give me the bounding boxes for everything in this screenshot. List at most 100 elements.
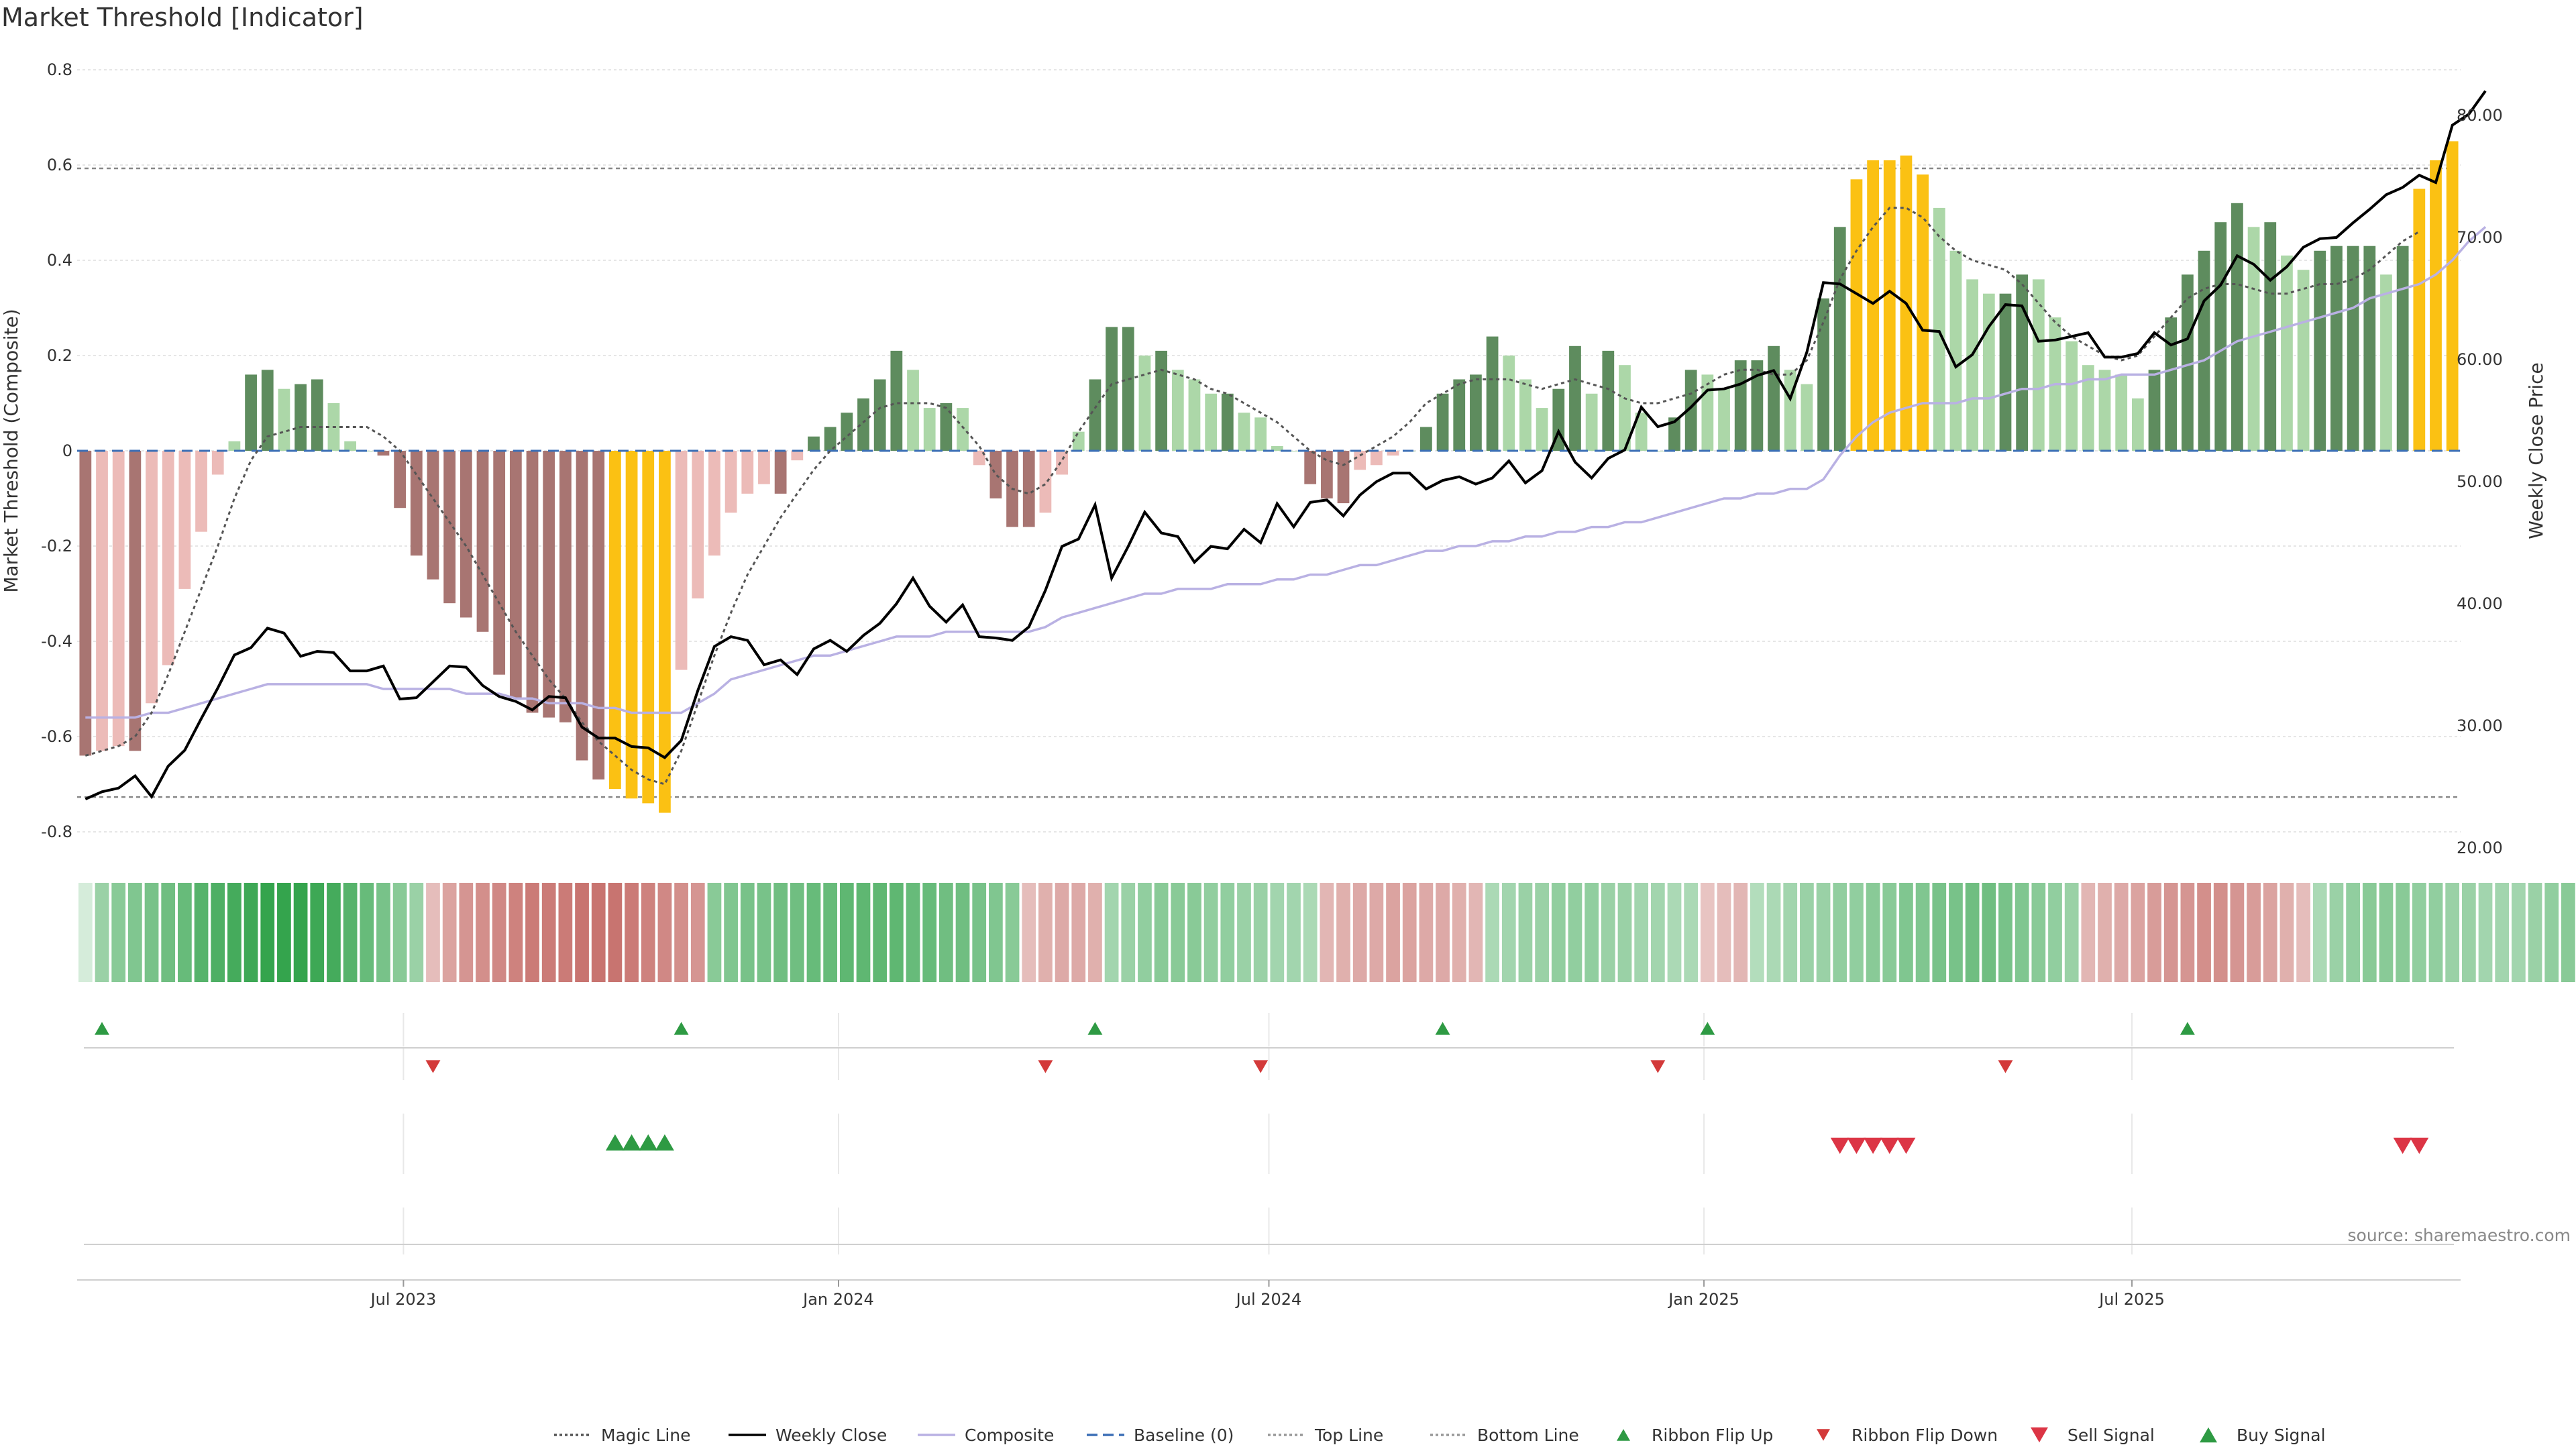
ribbon-cell	[525, 883, 539, 982]
legend-swatch	[1617, 1429, 1630, 1441]
histogram-bar	[543, 451, 555, 718]
histogram-bar	[1817, 298, 1829, 451]
histogram-bar	[957, 408, 969, 451]
legend-label: Ribbon Flip Down	[1851, 1426, 1998, 1445]
right-tick-label: 80.00	[2457, 106, 2503, 125]
ribbon-cell	[376, 883, 390, 982]
left-tick-label: -0.4	[41, 632, 72, 651]
legend-item: Composite	[918, 1426, 1054, 1445]
histogram-bar	[774, 451, 787, 494]
x-tick-label: Jul 2024	[1235, 1290, 1302, 1309]
legend-label: Top Line	[1314, 1426, 1383, 1445]
histogram-bar	[1453, 379, 1466, 451]
ribbon-cell	[1833, 883, 1847, 982]
ribbon-cell	[211, 883, 225, 982]
ribbon-cell	[1568, 883, 1582, 982]
histogram-bar	[1833, 227, 1846, 451]
ribbon-cell	[1617, 883, 1632, 982]
ribbon-cell	[1932, 883, 1947, 982]
ribbon-flip-up-marker	[1087, 1022, 1103, 1035]
ribbon-cell	[575, 883, 589, 982]
ribbon-strip	[78, 883, 2575, 982]
ribbon-cell	[161, 883, 176, 982]
sell-signal-marker	[1864, 1137, 1883, 1155]
legend-label: Baseline (0)	[1134, 1426, 1234, 1445]
ribbon-cell	[260, 883, 275, 982]
histogram-bar	[1917, 174, 1929, 451]
ribbon-cell	[1882, 883, 1897, 982]
histogram-bar	[1850, 179, 1863, 451]
ribbon-cell	[1601, 883, 1615, 982]
ribbon-cell	[293, 883, 308, 982]
ribbon-flip-down-marker	[1253, 1060, 1269, 1073]
ribbon-cell	[2362, 883, 2377, 982]
ribbon-cell	[1352, 883, 1367, 982]
sell-signal-marker	[1880, 1137, 1899, 1155]
right-tick-label: 50.00	[2457, 472, 2503, 491]
ribbon-cell	[1866, 883, 1880, 982]
histogram-bar	[195, 451, 207, 532]
legend-item: Sell Signal	[2031, 1426, 2155, 1445]
ribbon-cell	[1287, 883, 1301, 982]
ribbon-flip-up-marker	[1435, 1022, 1450, 1035]
histogram-bar	[162, 451, 174, 665]
ribbon-cell	[1436, 883, 1450, 982]
histogram-bar	[2065, 341, 2078, 451]
ribbon-cell	[740, 883, 755, 982]
ribbon-flip-up-marker	[95, 1022, 110, 1035]
histogram-bar	[1635, 413, 1648, 451]
histogram-bar	[1470, 374, 1482, 451]
histogram-bar	[1354, 451, 1366, 470]
histogram-bar	[443, 451, 456, 604]
ribbon-cell	[426, 883, 440, 982]
histogram-bar	[791, 451, 804, 461]
histogram-bar	[146, 451, 158, 704]
ribbon-cell	[127, 883, 142, 982]
y-axis-label-left: Market Threshold (Composite)	[0, 309, 22, 592]
ribbon-flip-up-marker	[2180, 1022, 2195, 1035]
sell-signal-marker	[1896, 1137, 1916, 1155]
ribbon-cell	[1121, 883, 1136, 982]
ribbon-cell	[707, 883, 722, 982]
histogram-bar	[1138, 356, 1151, 451]
buy-signal-marker	[655, 1134, 674, 1151]
ribbon-cell	[95, 883, 109, 982]
ribbon-cell	[1816, 883, 1831, 982]
histogram-bar	[2214, 222, 2227, 451]
x-tick-label: Jul 2025	[2098, 1290, 2165, 1309]
legend-label: Weekly Close	[775, 1426, 887, 1445]
histogram-bar	[1254, 417, 1267, 451]
histogram-bar	[311, 379, 323, 451]
legend-label: Sell Signal	[2068, 1426, 2155, 1445]
histogram-bar	[576, 451, 588, 761]
ribbon-cell	[1667, 883, 1682, 982]
ribbon-cell	[2346, 883, 2360, 982]
histogram-bar	[1436, 393, 1449, 451]
ribbon-cell	[641, 883, 655, 982]
ribbon-cell	[2396, 883, 2410, 982]
legend-label: Magic Line	[601, 1426, 691, 1445]
ribbon-cell	[2296, 883, 2310, 982]
source-credit: source: sharemaestro.com	[2348, 1226, 2571, 1245]
axes: 0.8 0.6 0.4 0.2 0 -0.2 -0.4 -0.6 -0.8 20.00 30.00 4…	[0, 60, 2547, 1309]
ribbon-cell	[194, 883, 209, 982]
sell-signal-marker	[2393, 1137, 2412, 1155]
legend-item: Top Line	[1268, 1426, 1383, 1445]
histogram-bar	[2182, 274, 2194, 451]
histogram-bar	[2297, 270, 2310, 451]
ribbon-cell	[1535, 883, 1549, 982]
ribbon-cell	[2263, 883, 2277, 982]
histogram-bar	[2165, 317, 2178, 451]
legend-swatch	[2031, 1427, 2048, 1443]
ribbon-cell	[1717, 883, 1731, 982]
ribbon-cell	[989, 883, 1003, 982]
ribbon-cell	[2478, 883, 2493, 982]
ribbon-cell	[2461, 883, 2476, 982]
histogram-bar	[2131, 398, 2144, 451]
ribbon-cell	[1237, 883, 1251, 982]
ribbon-cell	[790, 883, 804, 982]
histogram-bar	[493, 451, 506, 675]
ribbon-cell	[2230, 883, 2245, 982]
histogram-bar	[923, 408, 936, 451]
histogram-bar	[2330, 246, 2343, 451]
